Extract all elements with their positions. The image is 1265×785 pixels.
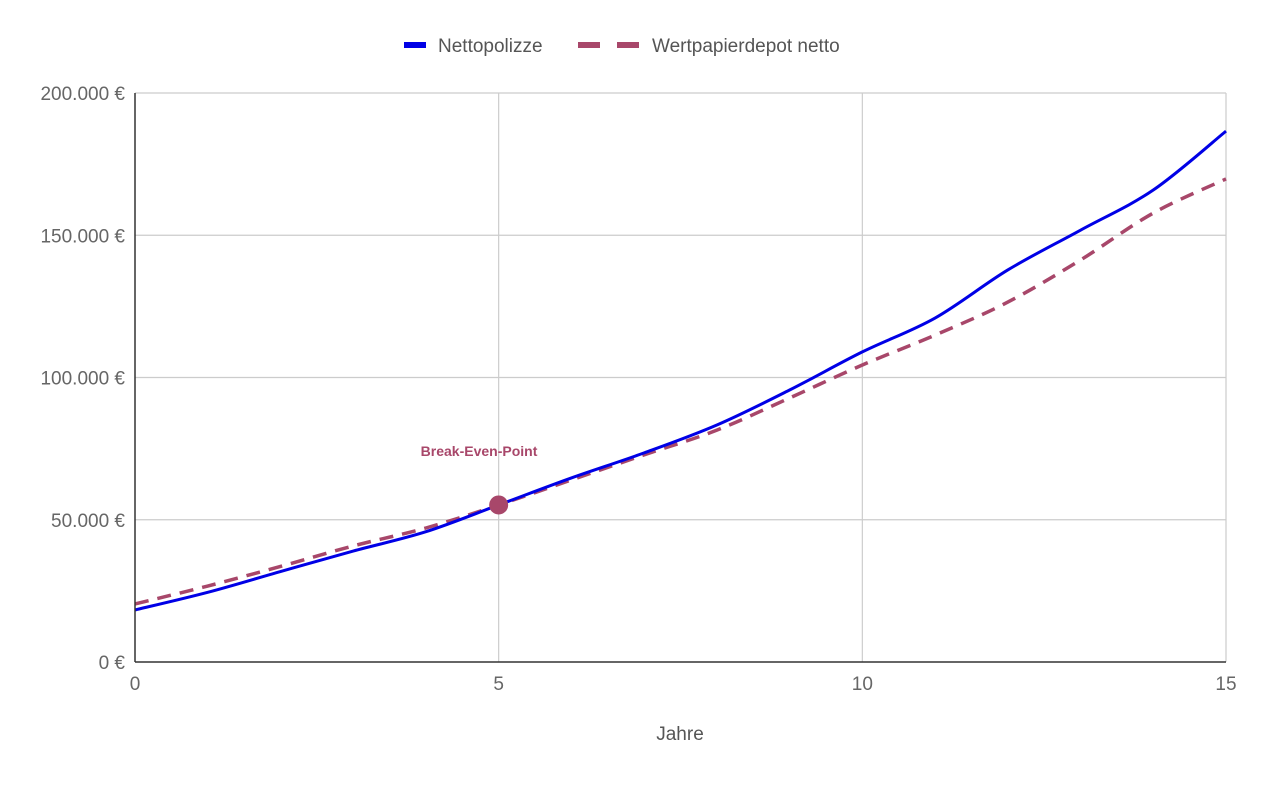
y-tick-label: 0 €: [99, 653, 126, 674]
x-axis-ticks: 0 5 10 15: [130, 674, 1237, 695]
x-tick-label: 15: [1215, 674, 1236, 695]
y-tick-label: 200.000 €: [40, 84, 125, 105]
gridlines: [135, 92, 1227, 662]
legend-item-nettopolizze[interactable]: Nettopolizze: [404, 36, 543, 57]
legend: Nettopolizze Wertpapierdepot netto: [404, 36, 840, 57]
y-axis-ticks: 0 € 50.000 € 100.000 € 150.000 € 200.000 €: [40, 84, 125, 674]
series-line-wertpapierdepot[interactable]: [134, 177, 1227, 606]
x-tick-label: 10: [852, 674, 873, 695]
y-tick-label: 100.000 €: [40, 369, 125, 390]
x-tick-label: 0: [130, 674, 141, 695]
legend-swatch-dashed-icon: [578, 42, 600, 48]
legend-label: Wertpapierdepot netto: [652, 36, 840, 57]
legend-label: Nettopolizze: [438, 36, 543, 57]
annotations: Break-Even-Point: [421, 443, 538, 515]
break-even-label: Break-Even-Point: [421, 443, 538, 459]
legend-item-wertpapierdepot[interactable]: Wertpapierdepot netto: [578, 36, 840, 57]
legend-swatch-dashed-icon: [617, 42, 639, 48]
y-tick-label: 50.000 €: [51, 511, 125, 532]
break-even-marker-icon[interactable]: [489, 495, 509, 515]
legend-swatch-solid-icon: [404, 42, 426, 48]
series-line-nettopolizze[interactable]: [134, 129, 1227, 612]
series-lines: [134, 129, 1227, 612]
x-axis-title: Jahre: [656, 724, 704, 745]
axes: [134, 93, 1226, 663]
x-tick-label: 5: [493, 674, 504, 695]
y-tick-label: 150.000 €: [40, 226, 125, 247]
